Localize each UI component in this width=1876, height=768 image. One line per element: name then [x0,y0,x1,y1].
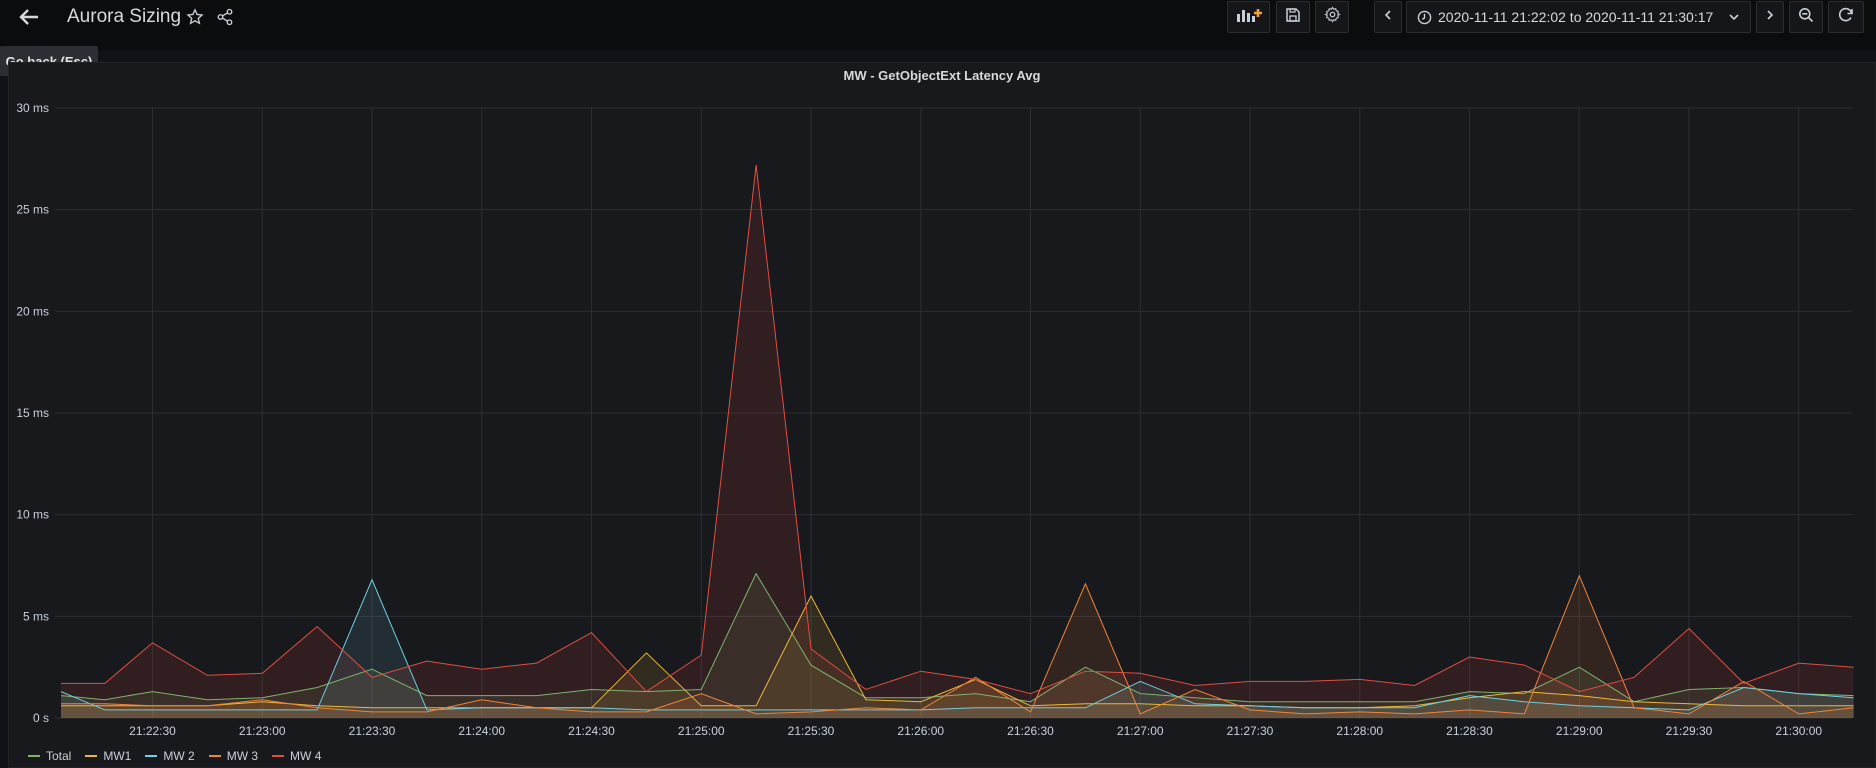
zoom-out-icon [1798,7,1814,28]
chart-grid [55,107,1852,719]
x-tick-label: 21:29:30 [1666,724,1713,738]
x-tick-label: 21:24:30 [568,724,615,738]
refresh-icon [1838,7,1854,28]
chevron-right-icon [1765,8,1775,26]
arrow-left-icon [18,6,40,33]
legend-swatch [28,755,40,757]
legend-item[interactable]: MW 3 [208,749,259,763]
chevron-down-icon [1728,10,1740,26]
legend-label: MW1 [103,749,132,763]
series-line-mw-3[interactable] [61,574,1854,715]
y-tick-label: 5 ms [23,609,49,623]
refresh-button[interactable] [1828,1,1864,33]
x-tick-label: 21:26:00 [897,724,944,738]
save-icon [1285,7,1301,28]
back-button[interactable] [14,4,44,34]
x-tick-label: 21:23:30 [349,724,396,738]
dashboard-navbar: Aurora Sizing 2020-11-11 21:22:02 to 202… [0,0,1876,50]
legend-swatch [145,755,158,757]
legend-label: MW 4 [290,749,322,763]
y-tick-label: 15 ms [16,406,49,420]
gear-icon [1323,6,1341,28]
series-line-mw-2[interactable] [60,578,1854,711]
legend-item[interactable]: MW1 [85,749,131,763]
series-line-mw-4[interactable] [61,164,1854,695]
zoom-out-button[interactable] [1789,1,1823,33]
dashboard-title[interactable]: Aurora Sizing [67,6,182,27]
chevron-left-icon [1383,8,1393,26]
y-axis: 0 s 5 ms 10 ms 15 ms 20 ms 25 ms 30 ms [16,101,49,725]
y-tick-label: 20 ms [16,304,49,318]
share-icon[interactable] [216,8,234,31]
graph-panel [8,62,1876,768]
legend-swatch [272,755,285,757]
add-panel-icon [1236,7,1262,28]
x-tick-label: 21:25:30 [788,724,835,738]
series-line-total[interactable] [60,572,1854,703]
x-tick-label: 21:30:00 [1775,724,1822,738]
time-range-forward-button[interactable] [1756,1,1784,33]
x-tick-label: 21:25:00 [678,724,725,738]
legend-label: MW 3 [226,749,259,763]
x-tick-label: 21:26:30 [1007,724,1054,738]
chart-series-areas [61,164,1854,718]
legend-item[interactable]: MW 4 [272,749,321,763]
x-tick-label: 21:27:30 [1227,724,1274,738]
x-tick-label: 21:24:00 [458,724,505,738]
time-range-picker[interactable]: 2020-11-11 21:22:02 to 2020-11-11 21:30:… [1406,1,1751,33]
chart-series-lines [60,164,1854,715]
series-area-mw1 [61,596,1854,718]
y-tick-label: 25 ms [16,203,49,217]
legend-swatch [85,755,98,757]
legend-item[interactable]: MW 2 [145,749,195,763]
x-tick-label: 21:23:00 [239,724,286,738]
series-area-mw-4 [61,164,1854,718]
series-line-mw1[interactable] [61,594,1854,709]
time-range-back-button[interactable] [1374,1,1402,33]
legend-label: MW 2 [163,749,195,763]
y-tick-label: 0 s [33,711,49,725]
x-tick-label: 21:22:30 [129,724,176,738]
x-axis: 21:22:30 21:23:00 21:23:30 21:24:00 21:24:30… [129,724,1822,738]
add-panel-button[interactable] [1227,1,1270,33]
y-tick-label: 10 ms [16,508,49,522]
x-tick-label: 21:27:00 [1117,724,1164,738]
save-dashboard-button[interactable] [1276,1,1310,33]
legend-label: Total [46,749,72,763]
legend-swatch [208,755,221,757]
x-tick-label: 21:29:00 [1556,724,1603,738]
x-tick-label: 21:28:30 [1446,724,1493,738]
panel-title[interactable]: MW - GetObjectExt Latency Avg [843,68,1041,83]
clock-icon [1417,10,1432,25]
settings-button[interactable] [1315,1,1349,33]
time-range-label: 2020-11-11 21:22:02 to 2020-11-11 21:30:… [1438,9,1714,25]
chart-legend: Total MW1 MW 2 MW 3 MW 4 [28,749,321,763]
legend-item[interactable]: Total [28,749,71,763]
x-tick-label: 21:28:00 [1336,724,1383,738]
y-tick-label: 30 ms [16,101,49,115]
star-icon[interactable] [186,8,204,31]
